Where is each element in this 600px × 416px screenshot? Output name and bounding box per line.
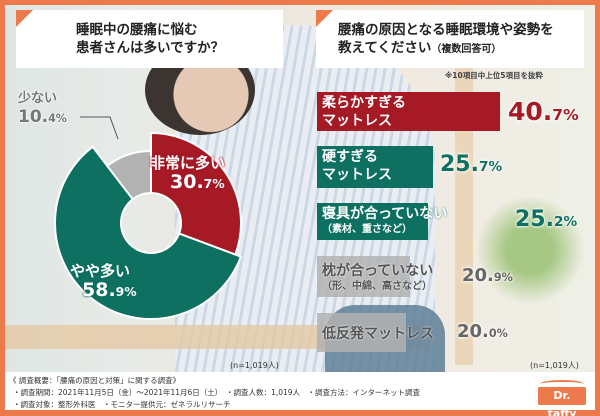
pie-label-few: 少ない 10.4% bbox=[18, 90, 67, 128]
bar-value: 20.9% bbox=[462, 265, 513, 286]
right-title-line2: 教えてください bbox=[338, 40, 432, 56]
right-title-note: （複数回答可） bbox=[431, 44, 502, 55]
bar-fill bbox=[317, 256, 410, 297]
value-int: 20. bbox=[462, 265, 494, 286]
value-dec: 2% bbox=[553, 214, 578, 230]
pie-label-somewhat-many: やや多い 58.9% bbox=[70, 262, 137, 302]
dr-taffy-logo: Dr. taffy bbox=[538, 380, 586, 416]
wave-icon bbox=[540, 380, 584, 388]
label-text: やや多い bbox=[70, 262, 131, 280]
pct-int: 10. bbox=[18, 107, 49, 127]
label-text: 非常に多い bbox=[150, 154, 226, 172]
pct-dec: 7% bbox=[203, 177, 225, 191]
photo-plant bbox=[475, 195, 585, 305]
bar-value: 25.7% bbox=[440, 152, 502, 177]
value-dec: 7% bbox=[478, 159, 503, 175]
corner-triangle-icon bbox=[16, 10, 33, 27]
value-int: 25. bbox=[515, 207, 554, 232]
survey-footer: 《 調査概要：「腰痛の原因と対策」に関する調査》 ・調査期間：2021年11月5… bbox=[5, 372, 595, 410]
bar-fill bbox=[317, 313, 406, 352]
bar-label-line1: 柔らかすぎる bbox=[322, 95, 406, 111]
left-title-line2: 患者さんは多いですか？ bbox=[76, 40, 225, 56]
gray-leader-line bbox=[80, 116, 119, 140]
left-title-line1: 睡眠中の腰痛に悩む bbox=[76, 22, 198, 38]
bar-value: 25.2% bbox=[515, 207, 577, 232]
bar-label: 低反発マットレス bbox=[322, 325, 434, 343]
right-title-line1: 腰痛の原因となる睡眠環境や姿勢を bbox=[338, 22, 554, 38]
bar-label-line2: マットレス bbox=[322, 113, 392, 129]
left-title: 睡眠中の腰痛に悩む 患者さんは多いですか？ bbox=[76, 21, 224, 57]
value-int: 25. bbox=[440, 152, 479, 177]
footer-line-3: ・調査対象：整形外科医 ・モニター提供元：ゼネラルリサーチ bbox=[13, 400, 231, 409]
bar-label-sub: （素材、重さなど） bbox=[322, 224, 412, 235]
pct-int: 30. bbox=[170, 171, 204, 193]
pct-dec: 4% bbox=[48, 112, 67, 125]
value-int: 40. bbox=[508, 97, 553, 126]
bar-value: 20.0% bbox=[457, 321, 508, 342]
value-dec: 9% bbox=[493, 271, 513, 284]
value-dec: 7% bbox=[552, 106, 579, 124]
bar-fill bbox=[317, 203, 428, 240]
bar-label: 枕が合っていない （形、中綿、高さなど） bbox=[322, 262, 433, 294]
value-int: 20. bbox=[457, 321, 489, 342]
bar-label: 寝具が合っていない （素材、重さなど） bbox=[322, 205, 447, 237]
bar-label: 柔らかすぎる マットレス bbox=[322, 94, 406, 130]
pie-slice-few bbox=[105, 149, 152, 201]
right-sample-size: (n=1,019人) bbox=[530, 361, 579, 370]
corner-triangle-icon bbox=[316, 10, 333, 27]
top5-note: ※10項目中上位5項目を抜粋 bbox=[445, 71, 543, 80]
bar-value: 40.7% bbox=[508, 97, 579, 126]
footer-line-1: 《 調査概要：「腰痛の原因と対策」に関する調査》 bbox=[9, 376, 181, 385]
bar-fill bbox=[317, 146, 433, 188]
label-text: 少ない bbox=[18, 91, 58, 106]
pct-int: 58. bbox=[82, 279, 116, 301]
bar-label: 硬すぎる マットレス bbox=[322, 148, 392, 184]
bar-label-line1: 低反発マットレス bbox=[322, 326, 434, 342]
right-title-box: 腰痛の原因となる睡眠環境や姿勢を 教えてください（複数回答可） bbox=[316, 10, 584, 68]
bar-fill bbox=[317, 92, 500, 131]
photo-shelf bbox=[455, 65, 473, 365]
label-percent: 30.7% bbox=[170, 173, 225, 194]
bar-label-line1: 硬すぎる bbox=[322, 149, 378, 165]
pie-slice-very-many bbox=[150, 131, 242, 256]
pct-dec: 9% bbox=[115, 285, 137, 299]
pie-slice-somewhat-many bbox=[54, 145, 243, 320]
footer-line-2: ・調査期間：2021年11月5日（金）～2021年11月6日（土） ・調査人数：… bbox=[13, 388, 421, 397]
left-sample-size: (n=1,019人) bbox=[230, 361, 279, 370]
label-percent: 58.9% bbox=[82, 281, 137, 302]
right-title: 腰痛の原因となる睡眠環境や姿勢を 教えてください（複数回答可） bbox=[338, 21, 554, 59]
bar-label-line1: 寝具が合っていない bbox=[322, 206, 448, 222]
bar-label-line2: マットレス bbox=[322, 167, 392, 183]
pie-label-very-many: 非常に多い 30.7% bbox=[150, 154, 225, 194]
logo-text: Dr. taffy bbox=[538, 387, 586, 416]
left-title-box: 睡眠中の腰痛に悩む 患者さんは多いですか？ bbox=[16, 10, 283, 68]
bar-label-sub: （形、中綿、高さなど） bbox=[322, 281, 432, 292]
value-dec: 0% bbox=[488, 327, 508, 340]
bar-label-line1: 枕が合っていない bbox=[322, 263, 434, 279]
label-percent: 10.4% bbox=[18, 108, 67, 128]
